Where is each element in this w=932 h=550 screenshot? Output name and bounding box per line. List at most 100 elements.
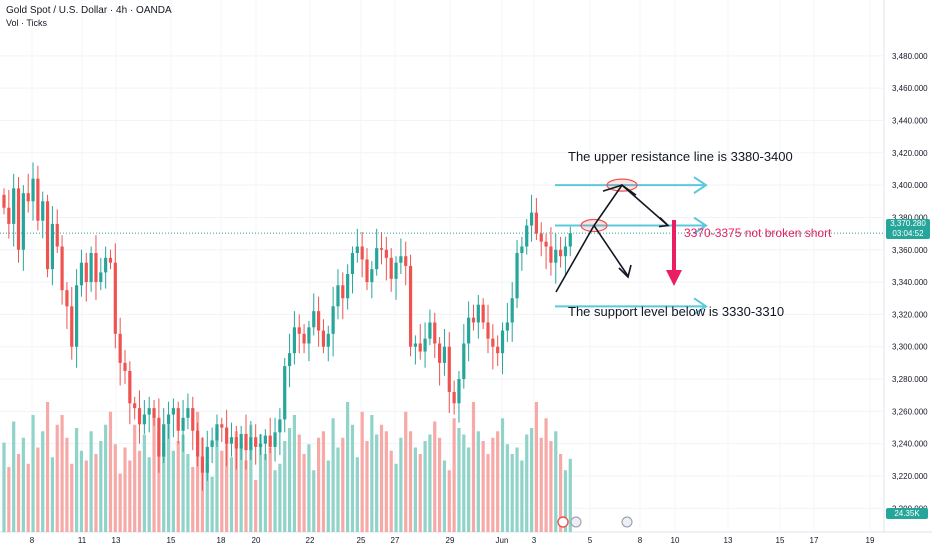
candle: [196, 422, 200, 467]
volume-bar: [341, 437, 345, 532]
candle-body: [225, 427, 229, 444]
volume-bar: [133, 424, 137, 532]
candle-body: [234, 437, 238, 449]
volume-bar: [394, 463, 398, 532]
volume-bar: [75, 428, 79, 532]
time-tick-label: 20: [252, 536, 261, 545]
candle: [346, 264, 350, 310]
candle: [312, 293, 316, 336]
candle-body: [563, 246, 568, 257]
candle: [529, 194, 534, 242]
candle-body: [128, 370, 132, 404]
candle-body: [118, 333, 122, 363]
resistance-upper-line-arrowhead: [693, 176, 708, 194]
candle-body: [2, 194, 6, 208]
candle: [65, 282, 69, 329]
short-annotation[interactable]: 3370-3375 not broken short: [684, 226, 832, 240]
volume-bar: [563, 470, 568, 532]
candle-body: [476, 304, 480, 323]
volume-bar: [365, 441, 369, 532]
candle-body: [500, 330, 505, 354]
candle: [321, 319, 326, 354]
candle-body: [244, 433, 248, 451]
event-icon: [557, 516, 569, 528]
candle-body: [539, 233, 543, 242]
volume-bar: [326, 460, 330, 532]
volume-bar: [312, 470, 316, 532]
candle: [486, 304, 490, 354]
candle: [273, 417, 277, 462]
volume-bar: [292, 415, 296, 532]
candle-body: [60, 246, 64, 291]
volume-indicator-label[interactable]: Vol · Ticks: [6, 18, 48, 28]
candle: [26, 173, 30, 213]
volume-bar: [258, 434, 263, 532]
candle: [317, 296, 321, 347]
resistance-annotation[interactable]: The upper resistance line is 3380-3400: [568, 149, 793, 164]
volume-bar: [476, 431, 480, 532]
candle: [399, 238, 403, 274]
candle-body: [113, 262, 117, 334]
candle: [428, 309, 432, 346]
candle-body: [283, 366, 287, 420]
candle: [481, 298, 485, 329]
candle: [162, 408, 166, 464]
candle-body: [457, 379, 461, 404]
candle-body: [278, 419, 282, 433]
candle: [79, 249, 84, 297]
candle-body: [70, 306, 74, 347]
volume-bar: [336, 447, 340, 532]
time-tick-label: 15: [776, 536, 785, 545]
candle: [525, 219, 529, 255]
volume-bar: [500, 418, 505, 532]
candle: [510, 282, 514, 342]
volume-bar: [486, 454, 490, 532]
volume-bar: [389, 450, 393, 532]
candle: [389, 248, 393, 292]
candle-body: [142, 414, 146, 425]
candle: [60, 235, 64, 305]
candle: [404, 241, 408, 286]
candle: [2, 188, 6, 215]
candle-body: [157, 417, 161, 457]
candle: [7, 189, 11, 239]
volume-bar: [346, 402, 350, 532]
candle: [534, 198, 538, 241]
time-tick-label: 11: [78, 536, 87, 545]
candle: [457, 370, 461, 423]
volume-bar: [118, 473, 122, 532]
last-price-badge: 3,370.280 03:04:52: [886, 219, 930, 239]
candle: [471, 304, 476, 331]
candle: [278, 408, 282, 455]
candle-body: [370, 269, 374, 283]
volume-bar: [520, 460, 524, 532]
peak-caret: [602, 184, 637, 196]
volume-bar: [2, 442, 6, 532]
price-tick-label: 3,440.000: [892, 116, 928, 125]
candle: [515, 240, 519, 308]
volume-bar: [186, 454, 190, 532]
candle-body: [176, 408, 180, 431]
candle: [331, 286, 335, 357]
candle-body: [36, 178, 40, 221]
candle-body: [529, 212, 534, 226]
time-tick-label: 18: [217, 536, 226, 545]
candle-body: [568, 233, 572, 247]
volume-bar: [191, 467, 195, 532]
volume-bar: [525, 434, 529, 532]
price-tick-label: 3,240.000: [892, 440, 928, 449]
volume-bar: [60, 415, 64, 532]
candle: [152, 400, 156, 426]
candle-body: [341, 285, 345, 299]
support-annotation[interactable]: The support level below is 3330-3310: [568, 304, 785, 319]
candle: [244, 414, 248, 470]
candle-body: [99, 272, 103, 283]
candle: [360, 231, 364, 278]
chart-title: Gold Spot / U.S. Dollar · 4h · OANDA: [6, 5, 172, 16]
volume-bar: [21, 437, 25, 532]
candle-body: [452, 391, 456, 404]
candle-body: [12, 188, 16, 224]
candle: [447, 332, 451, 413]
